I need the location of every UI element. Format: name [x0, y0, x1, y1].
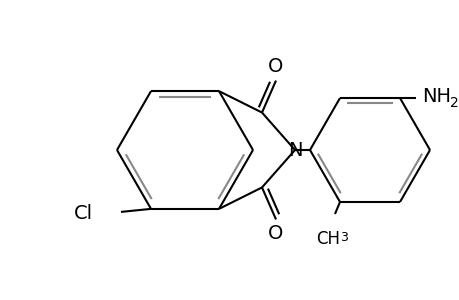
Text: NH: NH — [421, 86, 450, 106]
Text: O: O — [268, 57, 283, 76]
Text: Cl: Cl — [74, 204, 93, 224]
Text: O: O — [268, 224, 283, 243]
Text: 2: 2 — [449, 96, 458, 110]
Text: CH: CH — [315, 230, 339, 248]
Text: N: N — [287, 140, 302, 160]
Text: 3: 3 — [339, 231, 347, 244]
